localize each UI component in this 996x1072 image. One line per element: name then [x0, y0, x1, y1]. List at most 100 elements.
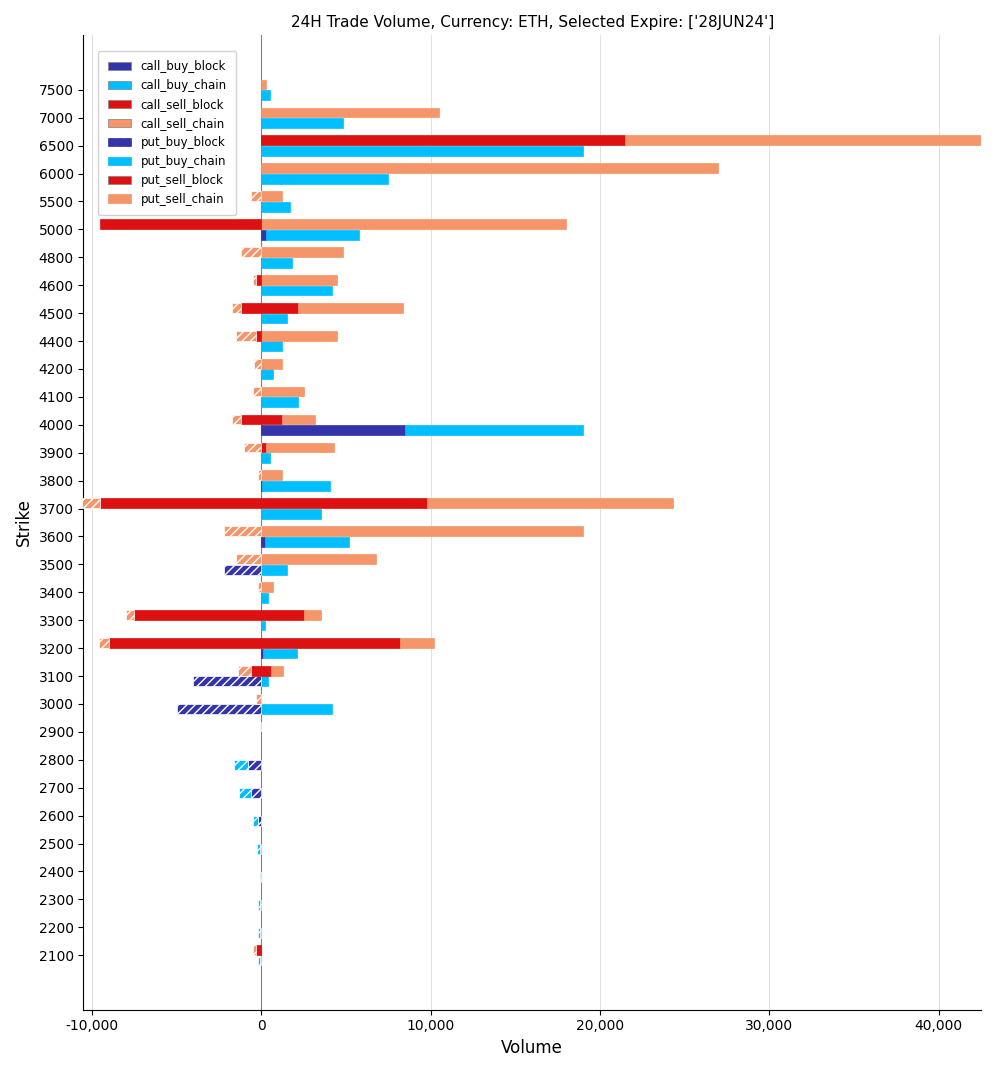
Bar [261, 453, 270, 463]
Bar [261, 146, 583, 155]
Bar [176, 704, 261, 714]
Y-axis label: Strike: Strike [15, 498, 33, 547]
Legend: call_buy_block, call_buy_chain, call_sell_block, call_sell_chain, put_buy_block,: call_buy_block, call_buy_chain, call_sel… [99, 51, 236, 215]
Bar [400, 638, 434, 647]
Bar [258, 927, 260, 938]
Bar [261, 509, 321, 519]
Bar [261, 202, 290, 211]
Bar [253, 946, 256, 955]
Bar [261, 107, 439, 117]
Bar [261, 229, 266, 239]
Bar [193, 676, 261, 686]
Bar [261, 370, 273, 379]
Bar [427, 498, 672, 508]
Bar [256, 694, 261, 703]
Bar [134, 610, 261, 620]
Bar [101, 498, 261, 508]
Bar [258, 899, 260, 910]
Bar [234, 760, 248, 770]
Bar [256, 331, 261, 341]
Bar [256, 946, 261, 955]
Bar [261, 174, 388, 183]
Bar [262, 481, 330, 491]
Bar [261, 191, 282, 202]
Bar [271, 666, 283, 675]
Bar [261, 593, 268, 602]
Bar [261, 285, 333, 296]
Bar [261, 443, 266, 452]
Bar [109, 638, 261, 647]
Bar [261, 498, 427, 508]
Bar [254, 359, 261, 369]
Bar [261, 331, 338, 341]
X-axis label: Volume: Volume [501, 1039, 563, 1057]
Bar [258, 582, 261, 592]
Bar [261, 342, 282, 352]
Bar [266, 229, 360, 239]
Bar [258, 955, 260, 966]
Bar [261, 582, 273, 592]
Bar [261, 704, 333, 714]
Bar [265, 537, 350, 547]
Bar [261, 415, 282, 425]
Bar [248, 760, 261, 770]
Bar [260, 872, 261, 881]
Bar [261, 666, 271, 675]
Bar [261, 163, 718, 174]
Bar [239, 788, 251, 798]
Bar [261, 135, 625, 145]
Bar [625, 135, 996, 145]
Bar [261, 90, 270, 100]
Bar [261, 359, 282, 369]
Bar [261, 565, 287, 575]
Bar [261, 303, 299, 313]
Bar [241, 415, 261, 425]
Bar [232, 303, 241, 313]
Bar [258, 816, 261, 825]
Bar [253, 387, 261, 397]
Bar [261, 638, 400, 647]
Title: 24H Trade Volume, Currency: ETH, Selected Expire: ['28JUN24']: 24H Trade Volume, Currency: ETH, Selecte… [291, 15, 774, 30]
Bar [237, 666, 251, 675]
Bar [224, 565, 261, 575]
Bar [251, 788, 261, 798]
Bar [261, 537, 265, 547]
Bar [236, 331, 256, 341]
Bar [101, 219, 261, 229]
Bar [261, 257, 292, 268]
Bar [261, 621, 265, 630]
Bar [261, 398, 299, 407]
Bar [261, 471, 282, 480]
Bar [405, 426, 583, 435]
Bar [261, 676, 268, 686]
Bar [251, 666, 261, 675]
Bar [236, 554, 261, 564]
Bar [257, 844, 260, 853]
Bar [253, 276, 256, 285]
Bar [261, 314, 287, 324]
Bar [261, 426, 405, 435]
Bar [258, 471, 261, 480]
Bar [99, 638, 109, 647]
Bar [241, 303, 261, 313]
Bar [260, 899, 261, 910]
Bar [263, 649, 297, 658]
Bar [260, 844, 261, 853]
Bar [253, 816, 258, 825]
Bar [261, 248, 343, 257]
Bar [256, 276, 261, 285]
Bar [261, 649, 263, 658]
Bar [266, 443, 334, 452]
Bar [261, 387, 304, 397]
Bar [261, 554, 376, 564]
Bar [125, 610, 134, 620]
Bar [304, 610, 321, 620]
Bar [67, 498, 101, 508]
Bar [261, 276, 338, 285]
Bar [232, 415, 241, 425]
Bar [261, 610, 304, 620]
Bar [241, 248, 261, 257]
Bar [260, 721, 261, 731]
Bar [282, 415, 316, 425]
Bar [260, 955, 261, 966]
